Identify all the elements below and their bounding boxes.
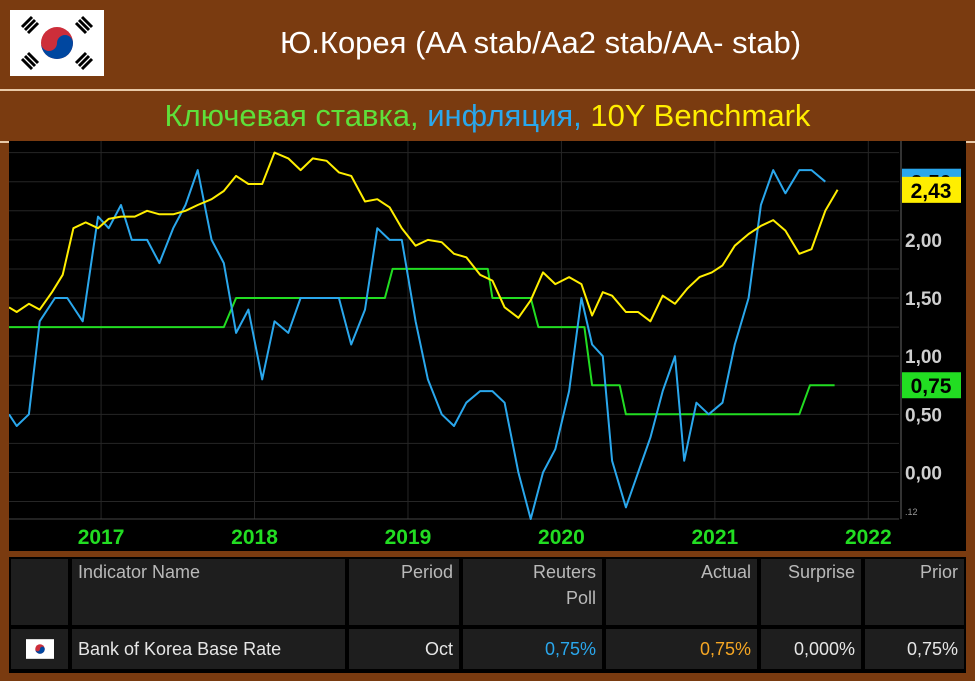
south-korea-flag-icon xyxy=(26,639,54,659)
y-tick-label: 2,00 xyxy=(905,231,942,252)
y-tick-label: 0,50 xyxy=(905,405,942,426)
line-chart: 0,00 0,50 1,00 1,50 2,00 .12 2017 2018 2019 2020 2… xyxy=(8,141,966,551)
row-period: Oct xyxy=(349,629,459,669)
x-tick-label: 2021 xyxy=(692,526,739,549)
chart-subtitle: Ключевая ставка, инфляция, 10Y Benchmark xyxy=(0,89,975,143)
axis-note: .12 xyxy=(905,507,918,517)
header-prior: Prior xyxy=(865,559,964,625)
row-prior: 0,75% xyxy=(865,629,964,669)
y-tick-label: 1,50 xyxy=(905,289,942,310)
y-tick-label: 1,00 xyxy=(905,347,942,368)
flag-column-header xyxy=(11,559,68,625)
subtitle-benchmark: 10Y Benchmark xyxy=(581,98,811,133)
end-label-box-benchmark xyxy=(902,176,961,203)
row-actual: 0,75% xyxy=(606,629,757,669)
chart-area: 0,00 0,50 1,00 1,50 2,00 .12 2017 2018 2019 2020 2… xyxy=(8,141,966,551)
header-surprise: Surprise xyxy=(761,559,861,625)
end-label-key-rate: 0,75 xyxy=(911,375,952,398)
end-label-box-key-rate xyxy=(902,372,961,399)
header-reuters-poll-line1: Reuters xyxy=(532,562,596,582)
x-tick-label: 2018 xyxy=(231,526,278,549)
x-tick-label: 2020 xyxy=(538,526,585,549)
header-period: Period xyxy=(349,559,459,625)
page-title: Ю.Корея (AA stab/Aa2 stab/AA- stab) xyxy=(279,25,802,60)
header-actual: Actual xyxy=(606,559,757,625)
y-tick-label: 0,00 xyxy=(905,463,942,484)
subtitle-inflation: инфляция, xyxy=(418,98,582,133)
header-reuters-poll-line2: Poll xyxy=(565,588,596,608)
end-label-benchmark: 2,43 xyxy=(911,180,952,203)
header: Ю.Корея (AA stab/Aa2 stab/AA- stab) xyxy=(0,0,975,86)
series-line-benchmark xyxy=(8,151,839,323)
south-korea-flag-icon xyxy=(10,10,104,76)
subtitle-key-rate: Ключевая ставка, xyxy=(164,98,419,133)
series-line-key-rate xyxy=(9,267,835,416)
row-flag-cell xyxy=(11,629,68,669)
row-surprise: 0,000% xyxy=(761,629,861,669)
row-indicator-name[interactable]: Bank of Korea Base Rate xyxy=(72,629,345,669)
header-indicator-name: Indicator Name xyxy=(72,559,345,625)
x-tick-label: 2017 xyxy=(78,526,125,549)
row-reuters-poll: 0,75% xyxy=(463,629,602,669)
x-tick-label: 2022 xyxy=(845,526,892,549)
x-tick-label: 2019 xyxy=(385,526,432,549)
indicator-table: Indicator Name Period Reuters Poll Actua… xyxy=(9,557,966,673)
header-reuters-poll: Reuters Poll xyxy=(463,559,602,625)
series-line-inflation xyxy=(8,169,826,520)
x-axis-band xyxy=(9,519,966,551)
